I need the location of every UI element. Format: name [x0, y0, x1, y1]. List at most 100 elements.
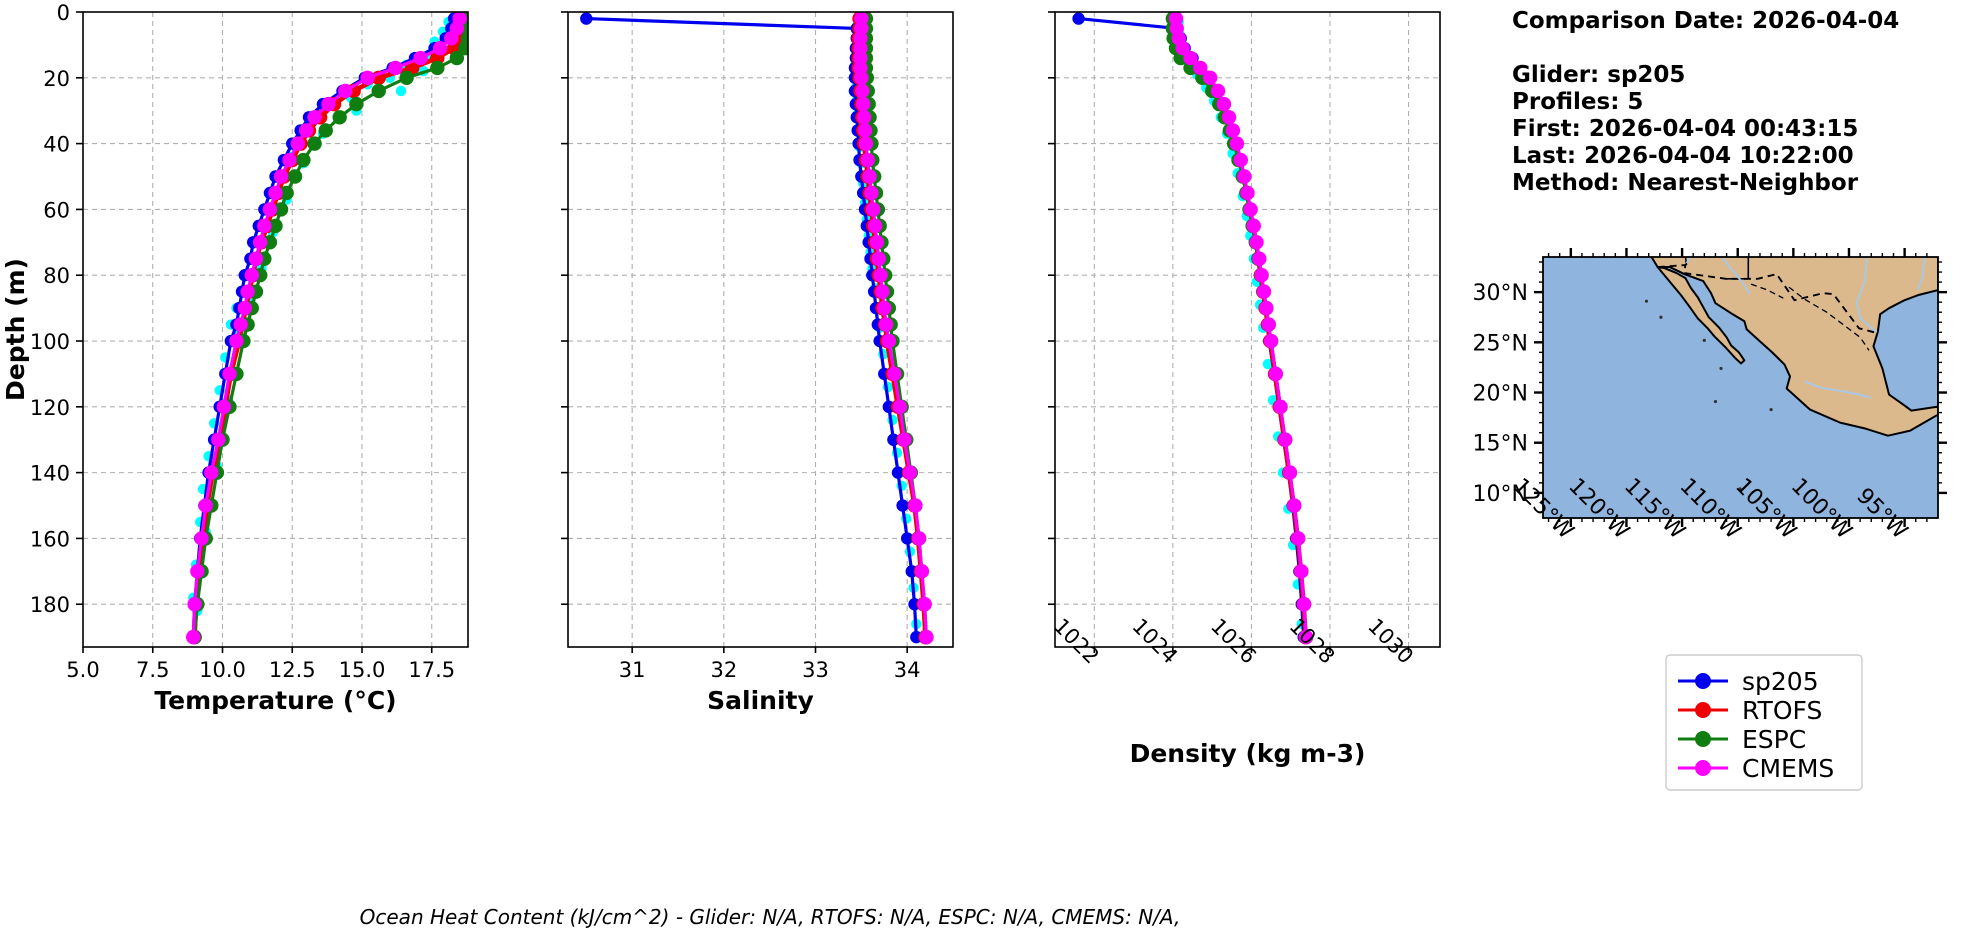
- xaxis-label-salinity: Salinity: [707, 686, 814, 715]
- series-marker-temperature-CMEMS-14: [268, 185, 283, 201]
- series-marker-temperature-ESPC-6: [399, 70, 414, 86]
- map-river-5: [1685, 257, 1692, 264]
- series-marker-salinity-sp205-28: [896, 499, 909, 512]
- series-marker-salinity-CMEMS-31: [917, 597, 932, 612]
- series-marker-salinity-CMEMS-10: [857, 123, 873, 138]
- series-marker-density-CMEMS-6: [1202, 70, 1218, 86]
- legend-marker-ESPC: [1695, 731, 1711, 747]
- series-marker-salinity-CMEMS-9: [856, 110, 872, 125]
- series-marker-density-CMEMS-24: [1268, 366, 1283, 382]
- series-marker-temperature-CMEMS-21: [237, 300, 253, 316]
- series-marker-density-CMEMS-17: [1249, 235, 1264, 250]
- plot-area-salinity: [580, 12, 934, 645]
- map-lat-label-4: 10°N: [1473, 482, 1528, 507]
- series-marker-temperature-ESPC-9: [332, 110, 347, 125]
- series-marker-density-CMEMS-4: [1183, 50, 1198, 66]
- xticklabel-density-3: 1028: [1285, 614, 1340, 669]
- series-line-density-ESPC: [1171, 16, 1308, 639]
- series-marker-density-CMEMS-23: [1263, 333, 1279, 349]
- map-track-point-3: [1719, 366, 1723, 371]
- map-river-2: [1855, 257, 1878, 334]
- series-marker-temperature-CMEMS-13: [273, 169, 289, 184]
- legend-marker-RTOFS: [1695, 702, 1711, 718]
- series-marker-density-CMEMS-15: [1243, 202, 1258, 217]
- legend-label-CMEMS: CMEMS: [1742, 754, 1834, 783]
- series-marker-temperature-CMEMS-16: [257, 218, 272, 234]
- axes-frame-temperature: [82, 11, 469, 648]
- series-marker-density-CMEMS-14: [1240, 185, 1255, 201]
- xticklabel-density-1: 1024: [1128, 614, 1183, 669]
- yticklabel-1: 20: [43, 67, 70, 91]
- series-marker-temperature-CMEMS-12: [282, 152, 297, 168]
- series-marker-temperature-CMEMS-23: [229, 333, 244, 349]
- info-panel: Comparison Date: 2026-04-04 Glider: sp20…: [1512, 8, 1899, 197]
- series-marker-temperature-CMEMS-10: [298, 123, 314, 138]
- xticklabel-salinity-0: 31: [619, 658, 646, 682]
- series-marker-density-CMEMS-21: [1259, 300, 1274, 316]
- series-marker-density-CMEMS-13: [1237, 169, 1252, 184]
- scatter-point-density-18: [1262, 358, 1274, 370]
- yticklabel-7: 140: [30, 462, 70, 486]
- map-river-1: [1721, 257, 1751, 295]
- series-marker-density-CMEMS-31: [1296, 597, 1312, 612]
- series-marker-salinity-CMEMS-20: [875, 284, 890, 299]
- series-marker-temperature-CMEMS-27: [204, 465, 219, 480]
- series-marker-density-CMEMS-16: [1246, 218, 1261, 234]
- series-marker-density-CMEMS-12: [1233, 152, 1249, 168]
- yticklabel-5: 100: [30, 330, 70, 354]
- map-river-4: [1804, 380, 1872, 399]
- series-marker-salinity-sp205-29: [900, 532, 914, 545]
- glider-text: Glider: sp205: [1512, 62, 1686, 88]
- series-marker-density-CMEMS-27: [1282, 465, 1298, 480]
- series-marker-salinity-CMEMS-22: [878, 317, 894, 332]
- yticklabel-3: 60: [43, 198, 70, 222]
- series-marker-salinity-CMEMS-25: [892, 399, 908, 415]
- series-marker-salinity-CMEMS-6: [854, 70, 869, 86]
- series-marker-salinity-CMEMS-24: [887, 366, 902, 382]
- first-time-text: First: 2026-04-04 00:43:15: [1512, 116, 1859, 142]
- series-marker-density-CMEMS-22: [1261, 317, 1276, 332]
- xticklabel-salinity-1: 32: [710, 658, 737, 682]
- series-marker-salinity-sp205-26: [887, 433, 900, 446]
- series-marker-salinity-CMEMS-32: [919, 629, 934, 645]
- series-marker-temperature-CMEMS-18: [248, 251, 264, 266]
- map-lat-label-1: 25°N: [1473, 331, 1528, 356]
- series-marker-density-CMEMS-26: [1278, 432, 1293, 447]
- series-marker-density-CMEMS-32: [1298, 629, 1314, 645]
- map-track-point-5: [1769, 407, 1773, 412]
- xticklabel-density-2: 1026: [1206, 614, 1261, 669]
- series-marker-temperature-CMEMS-2: [444, 31, 459, 46]
- map-track-point-2: [1702, 338, 1706, 342]
- series-marker-temperature-ESPC-16: [268, 218, 283, 234]
- xticklabel-salinity-3: 34: [894, 658, 921, 682]
- series-marker-temperature-ESPC-5: [430, 60, 445, 76]
- xticklabel-density-4: 1030: [1363, 614, 1418, 669]
- series-marker-temperature-ESPC-11: [307, 136, 322, 151]
- last-time-text: Last: 2026-04-04 10:22:00: [1512, 143, 1854, 169]
- series-marker-salinity-CMEMS-21: [877, 300, 892, 316]
- series-marker-salinity-CMEMS-12: [860, 152, 875, 168]
- series-marker-salinity-CMEMS-7: [855, 83, 870, 99]
- series-marker-temperature-CMEMS-32: [185, 629, 201, 645]
- series-marker-temperature-CMEMS-19: [244, 268, 259, 283]
- series-marker-temperature-CMEMS-25: [216, 399, 232, 415]
- series-marker-temperature-ESPC-15: [273, 202, 289, 217]
- series-marker-temperature-ESPC-3: [458, 40, 468, 56]
- series-marker-temperature-CMEMS-30: [190, 564, 205, 579]
- series-marker-density-CMEMS-18: [1252, 251, 1267, 266]
- series-marker-temperature-CMEMS-6: [360, 70, 375, 86]
- series-marker-salinity-CMEMS-16: [867, 218, 883, 234]
- series-marker-temperature-CMEMS-5: [388, 60, 403, 76]
- series-marker-density-CMEMS-28: [1287, 498, 1302, 513]
- axes-frame-salinity: [567, 11, 954, 648]
- series-marker-temperature-CMEMS-17: [252, 235, 268, 250]
- map-border-internal-2: [1750, 283, 1784, 299]
- series-marker-salinity-CMEMS-2: [853, 31, 868, 46]
- map-track-point-4: [1713, 399, 1718, 404]
- xticklabel-temperature-0: 5.0: [66, 658, 99, 682]
- comparison-date-text: Comparison Date: 2026-04-04: [1512, 8, 1900, 34]
- series-marker-temperature-CMEMS-31: [187, 597, 202, 612]
- series-marker-salinity-CMEMS-26: [897, 432, 912, 447]
- series-marker-salinity-sp205-0: [580, 12, 593, 25]
